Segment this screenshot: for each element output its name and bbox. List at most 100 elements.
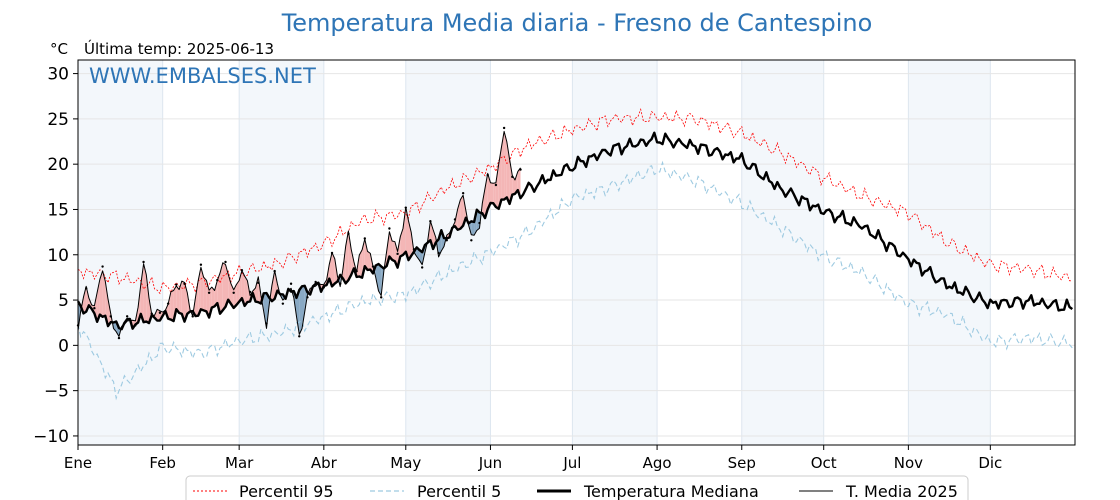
series-2025-point [453,218,457,221]
above-median-fill [220,262,223,314]
series-2025-point [306,296,309,299]
x-tick-label: Oct [811,454,837,472]
x-tick-label: Jul [562,454,581,472]
series-2025-point [371,265,375,268]
y-tick-label: 10 [47,246,69,266]
month-shading-sep [741,60,824,445]
above-median-fill [231,283,234,308]
series-2025-point [183,282,186,285]
legend-box [185,475,969,500]
series-2025-point [158,311,162,314]
series-2025-point [420,266,424,269]
series-2025-point [445,239,448,242]
last-temp-label: Última temp: 2025-06-13 [84,39,274,58]
series-2025-point [273,269,276,273]
series-2025-point [109,315,112,318]
series-2025-point [429,220,432,223]
series-2025-point [142,260,145,264]
above-median-fill [214,280,218,307]
series-2025-point [314,280,317,284]
series-2025-point [519,168,522,171]
x-tick-label: Mar [225,454,254,472]
above-median-fill [364,239,368,270]
above-median-fill [173,285,177,322]
above-median-fill [460,195,464,229]
series-2025-point [330,251,334,255]
series-2025-point [93,307,96,310]
legend-label-p95: Percentil 95 [239,482,334,500]
series-2025-point [298,335,301,338]
month-shading-jul [572,60,658,445]
series-2025-point [355,269,358,273]
above-median-fill [512,175,515,195]
series-2025-point [101,265,104,268]
y-tick-label: 25 [47,110,69,130]
above-median-fill [146,274,149,324]
series-2025-point [404,206,407,209]
above-median-fill [168,291,171,320]
below-median-fill [471,221,475,236]
below-median-fill [302,285,305,329]
above-median-fill [184,282,188,322]
legend-label-median: Temperatura Mediana [583,482,759,500]
series-2025-point [486,173,489,177]
above-median-fill [495,164,499,209]
y-tick-label: 0 [58,336,69,356]
series-2025-point [339,282,342,285]
above-median-fill [392,241,395,262]
above-median-fill [211,287,215,308]
above-median-fill [170,290,174,322]
above-median-fill [271,270,275,302]
x-tick-label: Ene [64,454,92,472]
above-median-fill [222,262,226,311]
series-2025-point [207,291,211,295]
month-shading-mar [239,60,324,445]
y-axis-unit-label: °C [50,40,68,58]
above-median-fill [181,281,185,322]
above-median-fill [490,182,494,204]
x-tick-label: Dic [978,454,1002,472]
above-median-fill [225,264,229,307]
above-median-fill [504,131,507,200]
chart-title: Temperatura Media diaria - Fresno de Can… [281,9,873,37]
x-tick-label: Ago [643,454,672,472]
above-median-fill [102,270,106,317]
plot-frame [77,59,1076,446]
series-2025-point [437,251,440,255]
above-median-fill [487,173,491,210]
series-2025-point [461,191,465,195]
above-median-fill [509,159,513,204]
y-tick-label: 20 [47,155,69,175]
above-median-fill [482,188,485,219]
y-tick-label: −10 [33,427,69,447]
series-2025-point [289,282,293,285]
above-median-fill [176,285,180,313]
series-2025-point [117,336,121,340]
y-tick-label: 30 [47,65,69,85]
series-2025-point [265,322,268,325]
above-median-fill [108,298,111,327]
below-median-fill [438,230,442,257]
series-2025-point [257,281,260,285]
y-tick-label: 5 [58,291,69,311]
y-tick-label: −5 [44,382,69,402]
below-median-fill [296,290,300,335]
series-2025-point [322,286,326,289]
series-2025-point [347,232,350,236]
series-2025-point [224,260,227,264]
x-tick-label: Jun [478,454,502,472]
series-2025-point [150,312,153,315]
above-median-fill [485,173,488,219]
above-median-fill [515,171,518,194]
series-2025-point [199,263,203,266]
series-2025-point [478,221,481,225]
series-percentil-95-line [77,108,1073,295]
series-2025-point [470,239,473,242]
series-2025-point [412,248,416,251]
above-median-fill [332,252,335,287]
month-shading-ene [78,60,163,445]
above-median-fill [233,284,237,308]
below-median-fill [476,209,480,231]
series-2025-point [363,237,367,240]
series-2025-point [175,283,178,286]
